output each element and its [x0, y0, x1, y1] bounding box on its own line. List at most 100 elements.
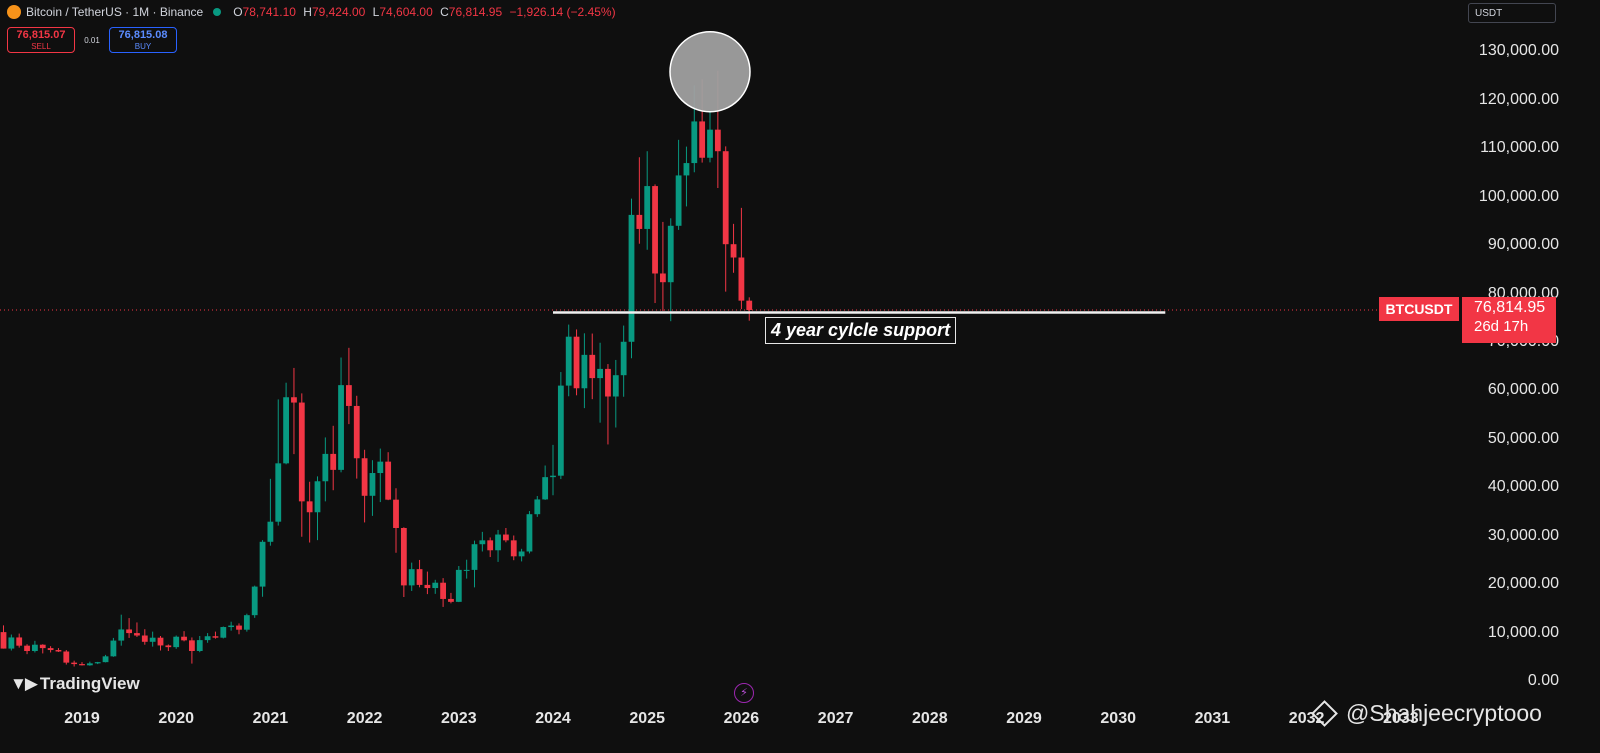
candle-body[interactable] — [730, 244, 737, 258]
candle-body[interactable] — [298, 402, 305, 502]
support-annotation[interactable]: 4 year cylcle support — [765, 317, 957, 344]
candle-body[interactable] — [346, 385, 352, 406]
candle-body[interactable] — [565, 336, 572, 386]
candle-body[interactable] — [165, 645, 172, 648]
candle-body[interactable] — [47, 648, 54, 651]
candle-body[interactable] — [267, 521, 274, 542]
candle-body[interactable] — [746, 300, 753, 310]
candle-body[interactable] — [510, 540, 517, 557]
candle-body[interactable] — [220, 627, 227, 638]
candle-body[interactable] — [400, 527, 407, 586]
candle-body[interactable] — [683, 163, 690, 176]
candle-body[interactable] — [393, 499, 399, 528]
candle-body[interactable] — [408, 569, 415, 586]
candle-body[interactable] — [636, 214, 643, 229]
candle-body[interactable] — [110, 640, 117, 657]
candle-body[interactable] — [652, 186, 658, 274]
candle-body[interactable] — [141, 635, 148, 642]
candle-body[interactable] — [699, 121, 706, 158]
candle-body[interactable] — [134, 633, 140, 636]
candle-body[interactable] — [173, 636, 180, 648]
sell-button[interactable]: 76,815.07 SELL — [7, 27, 75, 53]
candle-body[interactable] — [189, 640, 195, 652]
candle-body[interactable] — [385, 461, 392, 500]
candle-body[interactable] — [463, 569, 470, 571]
candle-body[interactable] — [707, 129, 713, 158]
candle-body[interactable] — [181, 636, 187, 641]
candle-body[interactable] — [660, 273, 666, 283]
candle-body[interactable] — [8, 637, 15, 649]
candle-body[interactable] — [126, 629, 132, 634]
candle-body[interactable] — [251, 586, 258, 616]
candle-body[interactable] — [86, 663, 93, 666]
candle-body[interactable] — [455, 569, 462, 602]
peak-highlight-circle[interactable] — [669, 31, 751, 113]
candle-body[interactable] — [283, 397, 289, 464]
candle-body[interactable] — [369, 473, 376, 496]
buy-button[interactable]: 76,815.08 BUY — [109, 27, 177, 53]
candle-body[interactable] — [149, 637, 156, 642]
candle-body[interactable] — [306, 501, 313, 513]
candle-body[interactable] — [16, 637, 23, 646]
candle-body[interactable] — [722, 151, 729, 245]
candle-body[interactable] — [612, 375, 619, 397]
candle-body[interactable] — [714, 129, 721, 152]
candle-body[interactable] — [118, 629, 125, 641]
candle-body[interactable] — [487, 540, 494, 551]
candle-body[interactable] — [573, 336, 580, 389]
candle-body[interactable] — [314, 481, 321, 513]
candle-body[interactable] — [518, 551, 525, 557]
candle-body[interactable] — [196, 640, 203, 652]
candle-body[interactable] — [432, 582, 439, 589]
candle-body[interactable] — [55, 650, 62, 652]
candle-body[interactable] — [597, 368, 603, 379]
candle-body[interactable] — [557, 385, 564, 476]
candle-body[interactable] — [71, 662, 78, 665]
candle-body[interactable] — [667, 225, 674, 283]
candle-body[interactable] — [79, 664, 85, 666]
candle-body[interactable] — [526, 514, 533, 552]
candle-body[interactable] — [424, 584, 431, 589]
candle-body[interactable] — [361, 458, 368, 496]
candle-body[interactable] — [620, 341, 627, 376]
candle-body[interactable] — [542, 477, 549, 500]
lightning-icon[interactable]: ⚡ — [734, 683, 754, 703]
tradingview-logo[interactable]: ▼▶ TradingView — [10, 674, 140, 694]
candle-body[interactable] — [102, 656, 109, 663]
candle-body[interactable] — [550, 475, 556, 478]
candle-body[interactable] — [448, 598, 454, 602]
candle-body[interactable] — [628, 214, 635, 342]
candle-body[interactable] — [243, 615, 250, 630]
candle-body[interactable] — [39, 644, 46, 649]
candle-body[interactable] — [338, 385, 344, 470]
candle-body[interactable] — [675, 175, 682, 226]
candle-body[interactable] — [691, 121, 698, 164]
candle-body[interactable] — [24, 645, 30, 652]
currency-select[interactable]: USDT — [1468, 3, 1556, 23]
candle-body[interactable] — [479, 540, 486, 545]
candle-body[interactable] — [94, 662, 101, 664]
candle-body[interactable] — [0, 632, 7, 649]
candle-body[interactable] — [204, 636, 211, 641]
candle-body[interactable] — [291, 397, 297, 403]
candle-body[interactable] — [228, 625, 235, 628]
candle-body[interactable] — [581, 354, 588, 389]
candle-body[interactable] — [32, 644, 38, 652]
candle-body[interactable] — [605, 368, 611, 397]
candle-body[interactable] — [353, 405, 360, 459]
candle-body[interactable] — [416, 569, 423, 585]
candle-body[interactable] — [589, 354, 596, 379]
candle-body[interactable] — [259, 541, 266, 587]
symbol-title[interactable]: Bitcoin / TetherUS · 1M · Binance — [26, 5, 204, 19]
candle-body[interactable] — [330, 453, 337, 470]
candle-body[interactable] — [322, 453, 329, 482]
candle-body[interactable] — [440, 582, 446, 599]
candle-body[interactable] — [377, 461, 384, 474]
candle-body[interactable] — [471, 544, 478, 570]
candle-body[interactable] — [236, 625, 242, 630]
candle-body[interactable] — [63, 651, 70, 663]
candle-body[interactable] — [503, 534, 509, 541]
candle-body[interactable] — [738, 257, 745, 301]
candle-body[interactable] — [275, 463, 282, 522]
